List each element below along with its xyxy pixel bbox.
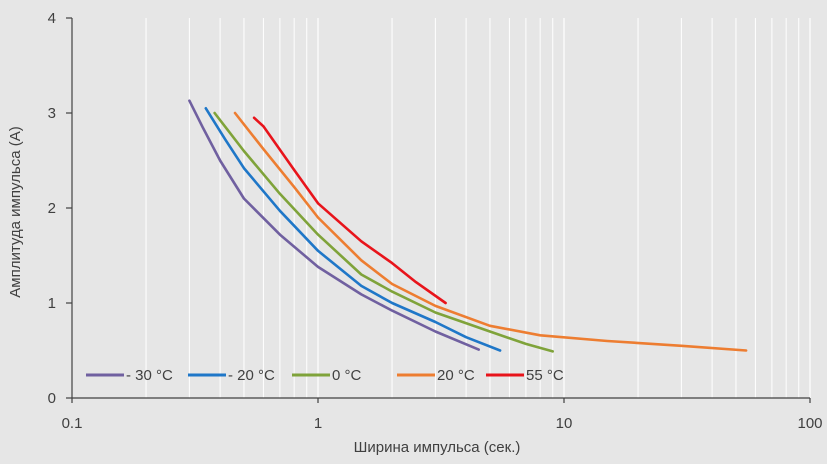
y-tick-label: 4: [48, 10, 56, 27]
legend-label: 0 °C: [332, 367, 362, 384]
y-tick-label: 3: [48, 105, 56, 122]
y-tick-label: 1: [48, 295, 56, 312]
y-axis-label: Амплитуда импульса (А): [7, 126, 24, 297]
x-tick-label: 100: [797, 415, 822, 432]
axes: [66, 17, 811, 403]
legend: - 30 °C - 20 °C 0 °C 20 °C 55 °C: [86, 367, 564, 384]
series-line: [213, 111, 554, 353]
legend-label: 20 °C: [437, 367, 475, 384]
series-group: [188, 99, 748, 353]
x-tick-label: 1: [314, 415, 322, 432]
series-line: [233, 111, 748, 352]
x-axis-label: Ширина импульса (сек.): [354, 439, 521, 456]
legend-label: - 30 °C: [126, 367, 173, 384]
tick-labels: 0 1 2 3 4 0.1 1 10 100: [48, 10, 823, 432]
series-line: [204, 107, 502, 352]
gridlines: [71, 18, 811, 398]
x-tick-label: 10: [556, 415, 573, 432]
y-tick-label: 0: [48, 390, 56, 407]
x-tick-label: 0.1: [62, 415, 83, 432]
series-line: [252, 116, 447, 305]
legend-label: 55 °C: [526, 367, 564, 384]
legend-label: - 20 °C: [228, 367, 275, 384]
series-line: [188, 99, 480, 351]
y-tick-label: 2: [48, 200, 56, 217]
